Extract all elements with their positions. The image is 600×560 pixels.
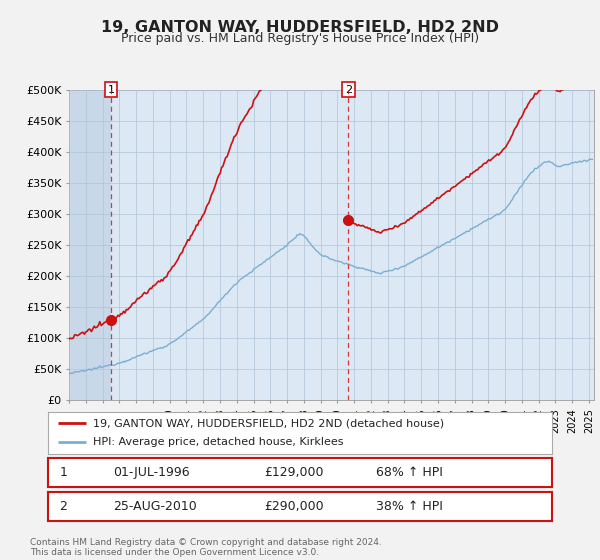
Text: 01-JUL-1996: 01-JUL-1996 (113, 466, 190, 479)
Text: 1: 1 (59, 466, 67, 479)
Text: 2: 2 (59, 500, 67, 513)
Text: 68% ↑ HPI: 68% ↑ HPI (376, 466, 442, 479)
Text: £290,000: £290,000 (265, 500, 325, 513)
Text: 19, GANTON WAY, HUDDERSFIELD, HD2 2ND: 19, GANTON WAY, HUDDERSFIELD, HD2 2ND (101, 20, 499, 35)
Text: 25-AUG-2010: 25-AUG-2010 (113, 500, 197, 513)
Text: 1: 1 (107, 85, 115, 95)
Text: HPI: Average price, detached house, Kirklees: HPI: Average price, detached house, Kirk… (94, 437, 344, 447)
Bar (69, 90, 111, 400)
Text: £129,000: £129,000 (265, 466, 324, 479)
Text: Price paid vs. HM Land Registry's House Price Index (HPI): Price paid vs. HM Land Registry's House … (121, 32, 479, 45)
Text: 2: 2 (345, 85, 352, 95)
Text: 38% ↑ HPI: 38% ↑ HPI (376, 500, 442, 513)
Text: 19, GANTON WAY, HUDDERSFIELD, HD2 2ND (detached house): 19, GANTON WAY, HUDDERSFIELD, HD2 2ND (d… (94, 418, 445, 428)
Bar (69, 90, 111, 400)
Text: Contains HM Land Registry data © Crown copyright and database right 2024.
This d: Contains HM Land Registry data © Crown c… (30, 538, 382, 557)
